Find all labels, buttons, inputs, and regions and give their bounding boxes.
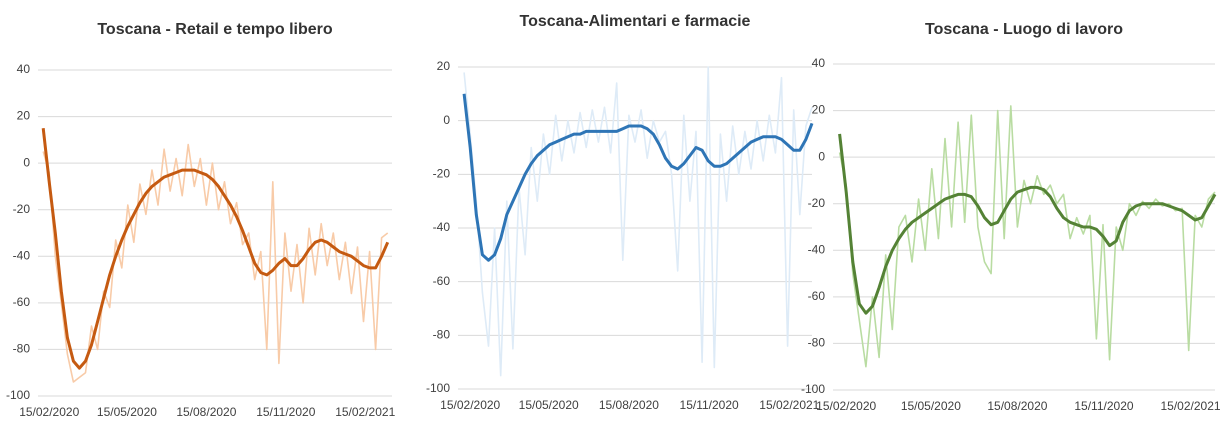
data-line — [463, 66, 813, 377]
x-tick-label: 15/11/2020 — [680, 398, 739, 412]
data-line — [42, 143, 389, 383]
x-tick-label: 15/02/2020 — [440, 398, 500, 412]
y-tick-label: 20 — [17, 109, 31, 123]
x-tick-label: 15/02/2020 — [19, 405, 79, 419]
y-tick-label: -100 — [6, 388, 30, 402]
y-tick-label: 0 — [818, 149, 825, 163]
chart-title: Toscana - Retail e tempo libero — [97, 21, 333, 38]
x-tick-label: 15/02/2021 — [759, 398, 819, 412]
y-tick-label: -80 — [13, 342, 31, 356]
y-tick-label: 0 — [23, 155, 30, 169]
y-tick-label: 20 — [812, 103, 826, 117]
x-tick-label: 15/11/2020 — [256, 405, 315, 419]
y-tick-label: -40 — [808, 242, 826, 256]
x-tick-label: 15/08/2020 — [176, 405, 236, 419]
data-line — [462, 93, 814, 262]
x-tick-label: 15/05/2020 — [901, 399, 961, 413]
x-tick-label: 15/05/2020 — [97, 405, 157, 419]
y-tick-label: -100 — [801, 382, 825, 396]
y-tick-label: -60 — [13, 295, 31, 309]
x-tick-label: 15/08/2020 — [599, 398, 659, 412]
y-tick-label: -20 — [808, 196, 826, 210]
x-tick-label: 15/05/2020 — [519, 398, 579, 412]
y-tick-label: -60 — [808, 289, 826, 303]
x-tick-label: 15/08/2020 — [987, 399, 1047, 413]
chart-title: Toscana-Alimentari e farmacie — [520, 13, 751, 30]
y-tick-label: -20 — [433, 167, 451, 181]
y-tick-label: 20 — [437, 59, 451, 73]
data-line — [838, 105, 1216, 368]
y-tick-label: -60 — [433, 274, 451, 288]
y-tick-label: -40 — [13, 248, 31, 262]
x-tick-label: 15/02/2021 — [335, 405, 395, 419]
data-line — [41, 128, 390, 370]
y-tick-label: -80 — [433, 328, 451, 342]
y-tick-label: -40 — [433, 220, 451, 234]
y-tick-label: 40 — [17, 62, 31, 76]
y-tick-label: 40 — [812, 56, 826, 70]
y-tick-label: -80 — [808, 336, 826, 350]
x-tick-label: 15/02/2021 — [1161, 399, 1221, 413]
y-tick-label: -20 — [13, 202, 31, 216]
x-tick-label: 15/02/2020 — [816, 399, 876, 413]
chart-title: Toscana - Luogo di lavoro — [925, 21, 1123, 38]
x-tick-label: 15/11/2020 — [1074, 399, 1133, 413]
y-tick-label: -100 — [426, 381, 450, 395]
y-tick-label: 0 — [443, 113, 450, 127]
data-line — [838, 133, 1217, 315]
